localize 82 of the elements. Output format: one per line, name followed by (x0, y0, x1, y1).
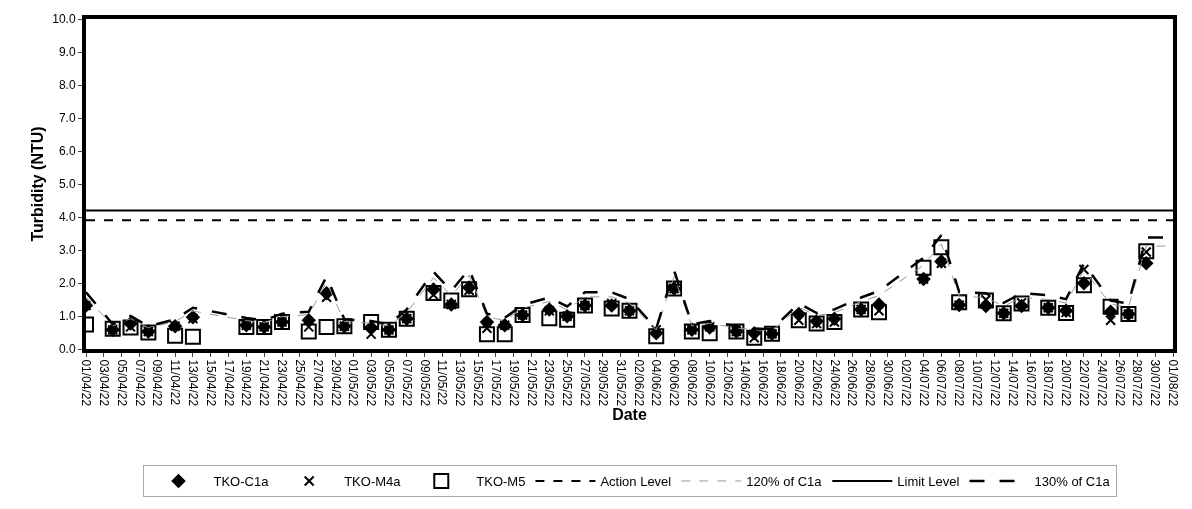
x-tick-label: 20/07/22 (1059, 359, 1074, 407)
x-tick-label: 09/05/22 (417, 359, 432, 407)
x-tick-label: 22/06/22 (809, 359, 824, 407)
x-tick-label: 26/07/22 (1112, 359, 1127, 407)
x-tick-label: 04/07/22 (916, 359, 931, 407)
x-tick-label: 07/05/22 (399, 359, 414, 407)
legend-label: Limit Level (897, 474, 960, 490)
x-tick-label: 11/04/22 (168, 359, 183, 406)
x-tick-label: 20/06/22 (791, 359, 806, 407)
x-tick-label: 25/05/22 (560, 359, 575, 407)
y-tick-label: 10.0 (52, 12, 76, 27)
x-tick-label: 14/07/22 (1005, 359, 1020, 407)
x-tick-label: 15/05/22 (471, 359, 486, 407)
y-tick-label: 7.0 (58, 111, 76, 126)
x-tick-label: 07/04/22 (132, 359, 147, 407)
x-tick-label: 21/04/22 (257, 359, 272, 407)
legend-label: Action Level (600, 474, 672, 490)
legend-label: 130% of C1a (1034, 474, 1111, 490)
x-tick-label: 21/05/22 (524, 359, 539, 407)
x-tick-label: 01/04/22 (79, 359, 94, 407)
x-tick-label: 17/04/22 (221, 359, 236, 407)
y-tick-label: 4.0 (58, 210, 76, 225)
x-tick-label: 13/04/22 (186, 359, 201, 407)
x-tick-label: 22/07/22 (1077, 359, 1091, 407)
x-tick-label: 28/07/22 (1130, 359, 1145, 407)
x-tick-label: 19/05/22 (506, 359, 521, 407)
x-tick-label: 24/06/22 (827, 359, 842, 407)
x-tick-label: 29/04/22 (328, 359, 343, 407)
x-tick-label: 02/07/22 (898, 359, 913, 407)
x-tick-label: 06/07/22 (934, 359, 949, 407)
legend-label: 120% of C1a (746, 474, 823, 490)
x-tick-label: 31/05/22 (613, 359, 628, 407)
x-tick-label: 16/07/22 (1023, 359, 1038, 407)
x-tick-label: 23/05/22 (542, 359, 557, 407)
y-tick-label: 6.0 (58, 144, 76, 159)
x-tick-label: 15/04/22 (203, 359, 218, 407)
x-tick-label: 06/06/22 (667, 359, 682, 407)
x-tick-label: 30/07/22 (1148, 359, 1163, 407)
y-tick-label: 0.0 (58, 342, 76, 357)
x-tick-label: 23/04/22 (275, 359, 290, 407)
x-tick-label: 10/07/22 (970, 359, 985, 407)
x-axis-title: Date (612, 406, 647, 424)
y-tick-label: 2.0 (58, 276, 76, 291)
x-tick-label: 02/06/22 (631, 359, 646, 407)
x-tick-label: 12/06/22 (720, 359, 735, 407)
x-tick-label: 27/04/22 (310, 359, 325, 407)
x-tick-label: 28/06/22 (863, 359, 878, 407)
x-tick-label: 11/05/22 (435, 359, 450, 406)
x-tick-label: 17/05/22 (488, 359, 503, 407)
x-tick-label: 27/05/22 (578, 359, 593, 407)
x-tick-label: 03/04/22 (96, 359, 111, 407)
x-tick-label: 03/05/22 (364, 359, 379, 407)
x-tick-label: 29/05/22 (595, 359, 610, 407)
x-tick-label: 10/06/22 (702, 359, 717, 407)
x-tick-label: 01/08/22 (1166, 359, 1181, 407)
y-tick-label: 8.0 (58, 78, 76, 93)
x-tick-label: 01/05/22 (346, 359, 361, 407)
y-tick-label: 5.0 (58, 177, 76, 192)
x-tick-label: 24/07/22 (1094, 359, 1109, 407)
x-tick-label: 14/06/22 (738, 359, 753, 407)
x-tick-label: 19/04/22 (239, 359, 254, 407)
x-tick-label: 13/05/22 (453, 359, 468, 407)
x-tick-label: 26/06/22 (845, 359, 860, 407)
x-tick-label: 05/05/22 (382, 359, 397, 407)
x-tick-label: 18/06/22 (774, 359, 789, 407)
y-tick-label: 9.0 (58, 45, 76, 60)
legend-label: TKO-M4a (344, 474, 402, 490)
x-tick-label: 12/07/22 (987, 359, 1002, 407)
x-tick-label: 08/07/22 (952, 359, 967, 407)
y-tick-label: 1.0 (58, 309, 76, 324)
x-tick-label: 05/04/22 (114, 359, 129, 407)
x-tick-label: 09/04/22 (150, 359, 165, 407)
x-tick-label: 08/06/22 (684, 359, 699, 407)
x-tick-label: 30/06/22 (880, 359, 895, 407)
x-tick-label: 16/06/22 (756, 359, 771, 407)
x-tick-label: 18/07/22 (1041, 359, 1056, 407)
legend-label: TKO-C1a (213, 474, 270, 490)
x-tick-label: 04/06/22 (649, 359, 664, 407)
y-tick-label: 3.0 (58, 243, 76, 258)
x-tick-label: 25/04/22 (292, 359, 307, 407)
y-axis-title: Turbidity (NTU) (28, 126, 46, 242)
legend-label: TKO-M5 (476, 474, 526, 490)
